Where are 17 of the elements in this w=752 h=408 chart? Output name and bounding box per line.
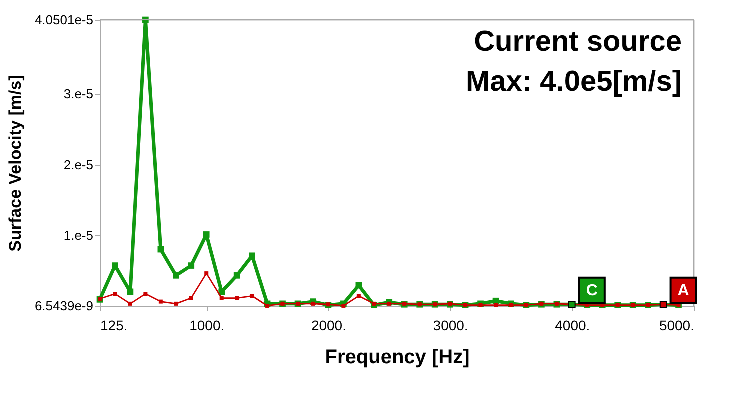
x-tick-label: 125. [100, 318, 128, 334]
annotation: C [586, 282, 598, 300]
x-tick-label: 2000. [311, 318, 346, 334]
x-tick-label: 4000. [555, 318, 590, 334]
annotation: Current source [474, 26, 682, 58]
y-tick-label: 1.e-5 [64, 228, 94, 243]
annotation: A [678, 282, 690, 300]
y-tick-label: 3.e-5 [64, 86, 94, 102]
annotation: Max: 4.0e5[m/s] [466, 66, 682, 98]
y-tick-label: 4.0501e-5 [34, 12, 94, 28]
x-tick-label: 3000. [433, 318, 468, 334]
y-tick-label: 2.e-5 [64, 157, 94, 172]
y-tick-label: 6.5439e-9 [34, 298, 94, 314]
x-tick-label: 1000. [190, 318, 225, 334]
x-axis-title: Frequency [Hz] [325, 346, 470, 368]
x-tick-label: 5000. [659, 318, 694, 334]
y-axis-title: Surface Velocity [m/s] [6, 75, 25, 252]
